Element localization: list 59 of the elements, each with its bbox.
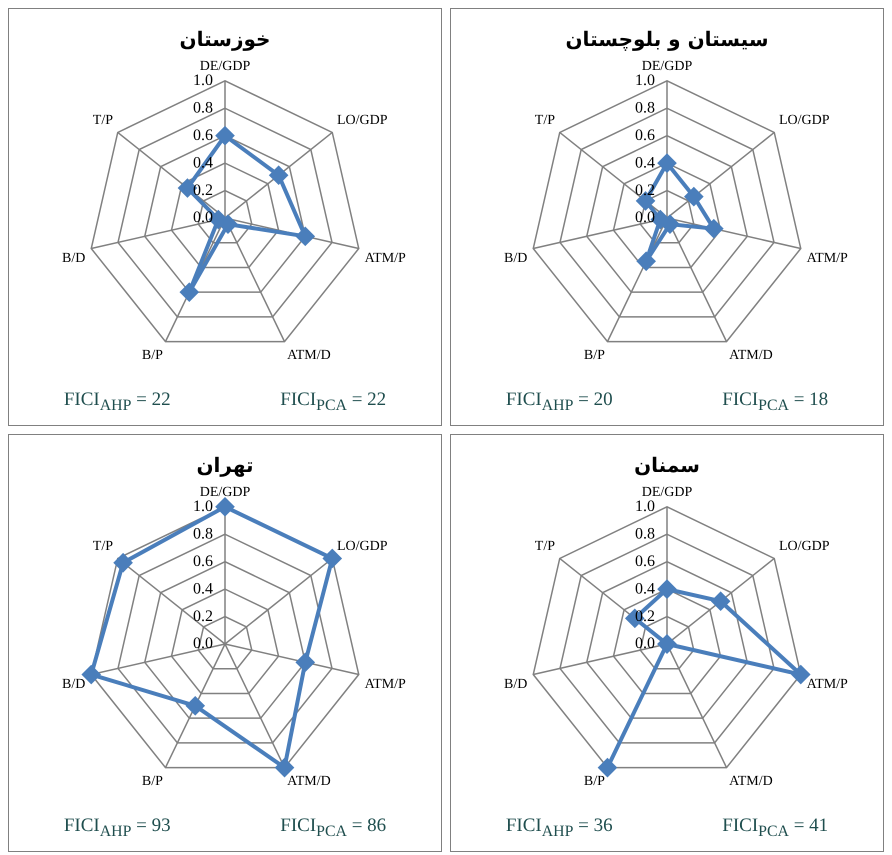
spoke-label: LO/GDP (778, 538, 830, 554)
spoke-label: ATM/P (806, 676, 848, 692)
y-tick-label: 0.8 (193, 525, 213, 542)
y-tick-label: 0.4 (193, 580, 213, 598)
spoke-label: T/P (92, 538, 114, 554)
spoke-label: LO/GDP (336, 112, 388, 128)
chart-title: تهران (195, 453, 255, 477)
y-tick-label: 0.0 (635, 209, 655, 226)
text: FICI$_{AHP}$ = 20 (506, 389, 613, 415)
y-tick-label: 0.0 (193, 635, 213, 652)
spoke-label: T/P (534, 112, 556, 128)
spoke-label: LO/GDP (778, 112, 830, 128)
text: FICI$_{PCA}$ = 86 (280, 815, 386, 841)
text: FICI$_{PCA}$ = 18 (722, 389, 828, 415)
y-tick-label: 0.6 (635, 552, 655, 570)
text: FICI$_{AHP}$ = 22 (64, 389, 171, 415)
spoke-label: ATM/P (364, 676, 406, 692)
y-tick-label: 0.2 (193, 608, 213, 625)
spoke-label: B/P (142, 774, 164, 790)
spoke-label: ATM/D (287, 774, 331, 790)
spoke-label: ATM/P (806, 250, 848, 266)
spoke-label: B/P (584, 774, 606, 790)
spoke-label: B/D (504, 250, 528, 266)
spoke-label: B/P (584, 348, 606, 364)
spoke-label: B/P (142, 348, 164, 364)
y-tick-label: 0.6 (635, 126, 655, 144)
chart-title: خوزستان (178, 27, 272, 51)
y-tick-label: 0.8 (635, 525, 655, 542)
spoke-label: B/D (62, 676, 86, 692)
y-tick-label: 0.4 (635, 580, 655, 598)
y-tick-label: 0.4 (635, 154, 655, 172)
text: FICI$_{AHP}$ = 93 (64, 815, 171, 841)
y-tick-label: 1.0 (635, 72, 655, 90)
spoke-label: ATM/P (364, 250, 406, 266)
spoke-label: ATM/D (729, 348, 773, 364)
y-tick-label: 0.0 (635, 635, 655, 652)
y-tick-label: 0.6 (193, 552, 213, 570)
spoke-label: ATM/D (287, 348, 331, 364)
y-tick-label: 0.8 (635, 99, 655, 116)
text: FICI$_{AHP}$ = 36 (506, 815, 613, 841)
y-tick-label: 0.6 (193, 126, 213, 144)
chart-title: سیستان و بلوچستان (564, 27, 770, 51)
spoke-label: DE/GDP (642, 59, 692, 74)
text: FICI$_{PCA}$ = 41 (722, 815, 828, 841)
y-tick-label: 1.0 (193, 498, 213, 516)
y-tick-label: 1.0 (635, 498, 655, 516)
spoke-label: B/D (62, 250, 86, 266)
spoke-label: LO/GDP (336, 538, 388, 554)
y-tick-label: 0.8 (193, 99, 213, 116)
chart-title: سمنان (633, 453, 701, 477)
y-tick-label: 1.0 (193, 72, 213, 90)
text: FICI$_{PCA}$ = 22 (280, 389, 386, 415)
spoke-label: T/P (534, 538, 556, 554)
spoke-label: T/P (92, 112, 114, 128)
spoke-label: DE/GDP (642, 485, 692, 500)
spoke-label: ATM/D (729, 774, 773, 790)
spoke-label: DE/GDP (200, 485, 250, 500)
spoke-label: B/D (504, 676, 528, 692)
spoke-label: DE/GDP (200, 59, 250, 74)
